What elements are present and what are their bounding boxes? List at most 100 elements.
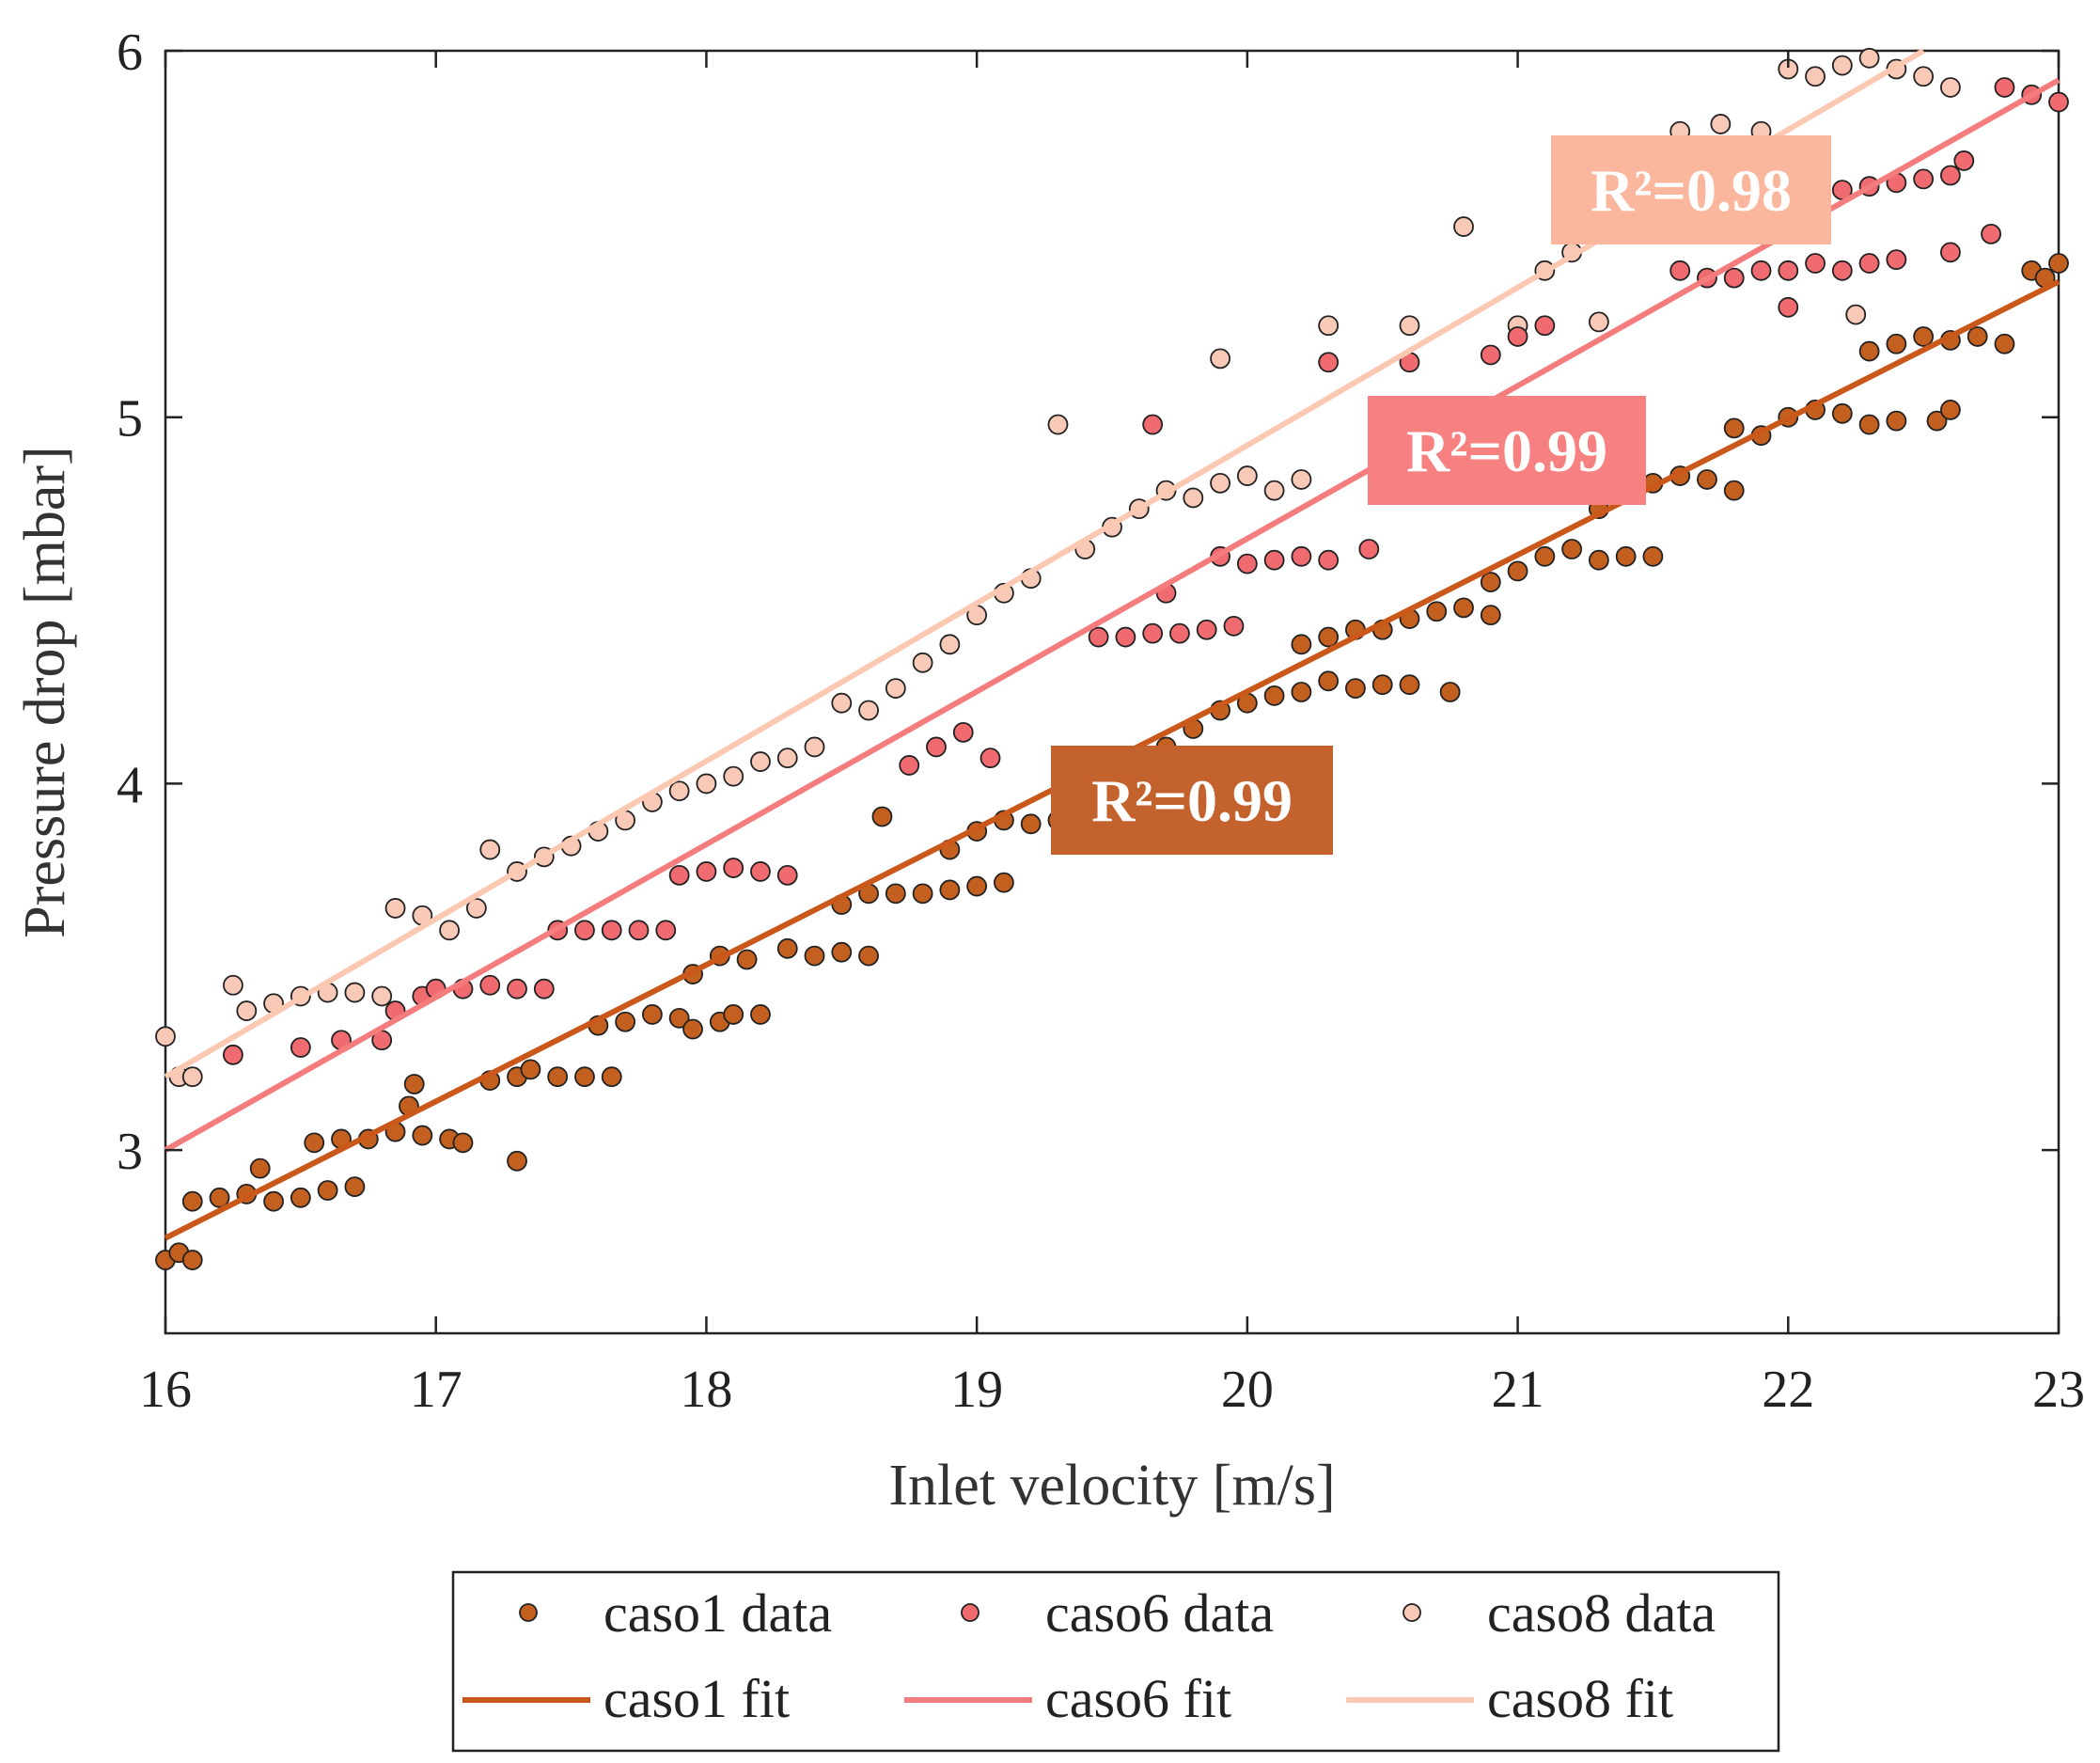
data-point-caso1-data (736, 949, 758, 970)
data-point-caso1-data (668, 1007, 690, 1029)
data-point-caso8-data (1940, 77, 1961, 98)
data-point-caso8-data (439, 920, 461, 941)
data-point-caso1-data (1020, 813, 1042, 835)
legend-box (451, 1570, 1780, 1753)
x-tick-label: 18 (680, 1361, 732, 1419)
data-point-caso8-data (371, 985, 393, 1007)
data-point-caso1-data (1940, 400, 1961, 420)
legend-label-fit: caso8 fit (1487, 1668, 1673, 1729)
data-point-caso1-data (1439, 682, 1461, 702)
data-point-caso1-data (412, 1125, 433, 1146)
data-point-caso6-data (750, 861, 771, 882)
data-point-caso1-data (1371, 674, 1393, 696)
x-tick-label: 22 (1762, 1361, 1814, 1419)
data-point-caso6-data (1886, 249, 1907, 271)
data-point-caso1-data (520, 1059, 541, 1080)
data-point-caso8-data (912, 652, 933, 673)
data-point-caso8-data (1588, 311, 1609, 333)
data-point-caso8-data (696, 773, 717, 795)
data-point-caso6-data (1318, 549, 1340, 571)
data-point-caso8-data (723, 765, 744, 787)
data-point-caso8-data (1318, 315, 1340, 337)
data-point-caso6-data (1805, 253, 1826, 274)
data-point-caso6-data (1318, 352, 1340, 373)
data-point-caso6-data (1940, 165, 1961, 186)
data-point-caso8-data (1263, 480, 1285, 501)
data-point-caso8-data (344, 982, 366, 1003)
data-point-caso6-data (223, 1044, 243, 1065)
data-point-caso8-data (1236, 465, 1258, 486)
data-point-caso1-data (1453, 597, 1474, 619)
r2-annotation-text: R²=0.98 (1591, 157, 1792, 224)
legend-label-data: caso8 data (1487, 1582, 1716, 1644)
data-point-caso1-data (831, 941, 853, 963)
r2-annotation-text: R²=0.99 (1091, 767, 1293, 834)
x-tick-label: 20 (1221, 1361, 1274, 1419)
data-point-caso1-data (723, 1004, 744, 1025)
data-point-caso1-data (263, 1190, 284, 1212)
data-point-caso1-data (1318, 670, 1340, 692)
legend-marker-caso6 (961, 1603, 979, 1622)
data-point-caso1-data (1426, 601, 1448, 622)
data-point-caso6-data (1534, 315, 1556, 337)
legend-label-fit: caso1 fit (603, 1668, 790, 1729)
x-tick-label: 17 (410, 1361, 462, 1419)
y-tick-label: 3 (117, 1123, 143, 1181)
data-point-caso1-data (1615, 545, 1637, 567)
data-point-caso6-data (1723, 267, 1745, 289)
legend-label-fit: caso6 fit (1045, 1668, 1231, 1729)
data-point-caso8-data (384, 898, 406, 919)
data-point-caso1-data (858, 945, 879, 967)
data-point-caso1-data (1994, 333, 2015, 354)
axis-ticks: 16 17 18 19 20 21 22 23 3 4 5 6 (117, 24, 2085, 1419)
data-point-caso1-data (966, 875, 988, 897)
data-point-caso1-data (547, 1066, 569, 1088)
data-point-caso1-data (1507, 560, 1528, 582)
data-point-caso8-data (1453, 216, 1474, 237)
data-point-caso8-data (223, 974, 243, 996)
data-point-caso1-data (1697, 469, 1717, 490)
data-point-caso1-data (452, 1132, 474, 1154)
data-point-caso6-data (290, 1037, 311, 1058)
data-point-caso1-data (1723, 417, 1745, 439)
data-point-caso6-data (574, 920, 595, 941)
y-axis-title: Pressure drop [mbar] (13, 446, 77, 937)
data-point-caso1-data (885, 883, 906, 905)
data-point-caso8-data (885, 678, 906, 700)
data-point-caso8-data (1210, 472, 1230, 494)
r2-annotation-text: R²=0.99 (1406, 417, 1607, 484)
r2-annotation-caso6: R²=0.99 (1368, 396, 1646, 505)
data-point-caso6-data (1236, 553, 1258, 575)
y-tick-label: 4 (117, 756, 143, 814)
data-point-caso1-data (871, 806, 893, 827)
data-point-caso8-data (181, 1066, 203, 1088)
x-axis-title: Inlet velocity [m/s] (888, 1454, 1335, 1518)
data-point-caso8-data (1710, 114, 1732, 134)
data-point-caso6-data (1088, 626, 1109, 648)
data-point-caso1-data (304, 1132, 325, 1154)
data-point-caso8-data (668, 780, 690, 802)
data-point-caso6-data (1981, 223, 2001, 244)
data-point-caso1-data (1480, 605, 1501, 626)
data-point-caso1-data (290, 1187, 311, 1208)
data-point-caso8-data (1913, 66, 1935, 87)
y-tick-label: 5 (117, 390, 143, 449)
data-point-caso1-data (804, 945, 825, 967)
data-point-caso6-data (926, 736, 947, 758)
data-point-caso8-data (1858, 47, 1880, 69)
data-point-caso6-data (1263, 549, 1285, 571)
legend-marker-caso8 (1403, 1603, 1421, 1622)
data-point-caso6-data (952, 721, 974, 743)
data-point-caso1-data (939, 879, 961, 901)
data-point-caso1-data (1886, 333, 1907, 354)
data-point-caso6-data (1940, 242, 1961, 263)
data-point-caso1-data (601, 1066, 622, 1088)
data-point-caso6-data (1480, 344, 1501, 366)
data-point-caso8-data (776, 748, 798, 769)
data-point-caso8-data (939, 634, 961, 655)
plot-frame (164, 49, 2061, 1335)
data-point-caso1-data (1345, 678, 1366, 700)
data-point-caso1-data (1318, 626, 1340, 648)
data-point-caso1-data (615, 1011, 636, 1032)
